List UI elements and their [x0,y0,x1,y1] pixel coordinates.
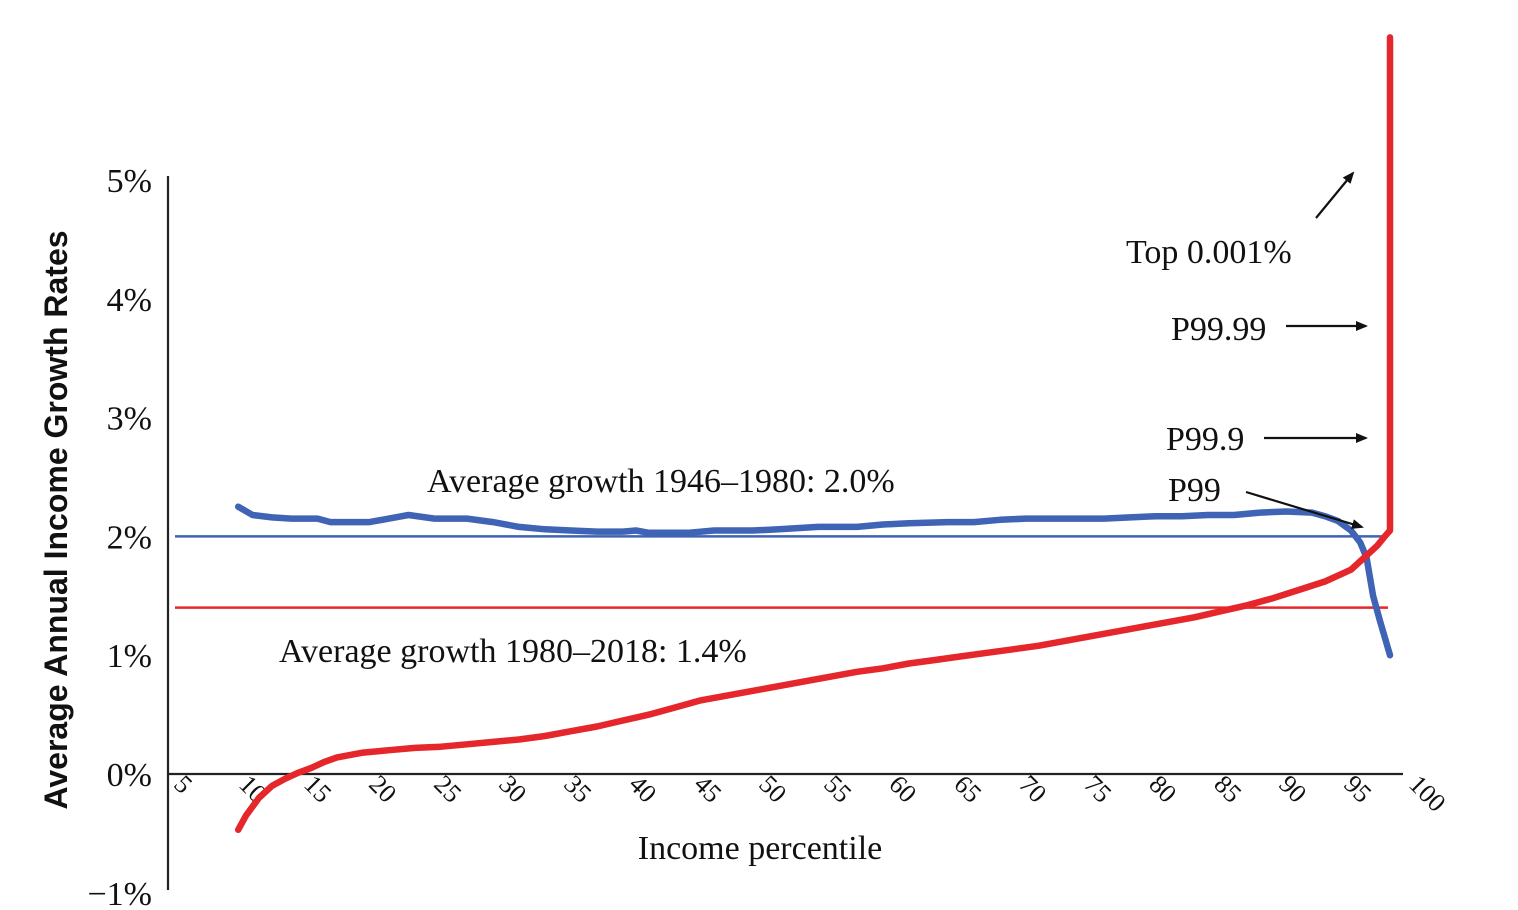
y-tick-label: −1% [88,876,153,910]
annotation-top-0001: Top 0.001% [1126,234,1292,271]
x-tick-label: 60 [883,769,922,808]
x-tick-label: 80 [1143,769,1182,808]
y-tick-label: 5% [107,163,152,200]
reference-label-1946-1980: Average growth 1946–1980: 2.0% [427,463,895,500]
y-axis-label: Average Annual Income Growth Rates [38,230,74,809]
x-tick-label: 15 [298,769,337,808]
y-tick-label: 3% [107,401,152,438]
x-tick-label: 30 [493,769,532,808]
x-tick-label: 20 [363,769,402,808]
x-tick-label: 35 [558,769,597,808]
x-tick-label: 100 [1403,769,1451,817]
x-tick-label: 90 [1273,769,1312,808]
arrow-top-0001 [1315,171,1355,219]
x-tick-label: 85 [1208,769,1247,808]
y-tick-label: 0% [107,757,152,794]
x-tick-label: 55 [818,769,857,808]
arrow-p99 [1245,490,1364,529]
annotation-p99: P99 [1168,472,1221,509]
y-tick-label: 1% [107,638,152,675]
x-tick-label: 95 [1338,769,1377,808]
x-tick-label: 75 [1078,769,1117,808]
annotation-p99-99: P99.99 [1171,311,1266,348]
x-axis-label: Income percentile [638,830,882,867]
annotation-p99-9: P99.9 [1166,421,1244,458]
x-tick-labels: 5 10 15 20 25 30 35 40 45 50 55 60 65 70 75 80 85 90 95 100 [168,769,1451,817]
x-tick-label: 40 [623,769,662,808]
y-tick-label: 2% [107,519,152,556]
y-tick-labels: 5% 4% 3% 2% 1% 0% −1% [88,163,153,910]
x-tick-label: 25 [428,769,467,808]
y-tick-label: 4% [107,282,152,319]
x-tick-label: 65 [948,769,987,808]
series-line-red [234,34,1394,834]
x-tick-label: 50 [753,769,792,808]
x-tick-label: 45 [688,769,727,808]
reference-label-1980-2018: Average growth 1980–2018: 1.4% [279,633,747,670]
x-tick-label: 70 [1013,769,1052,808]
